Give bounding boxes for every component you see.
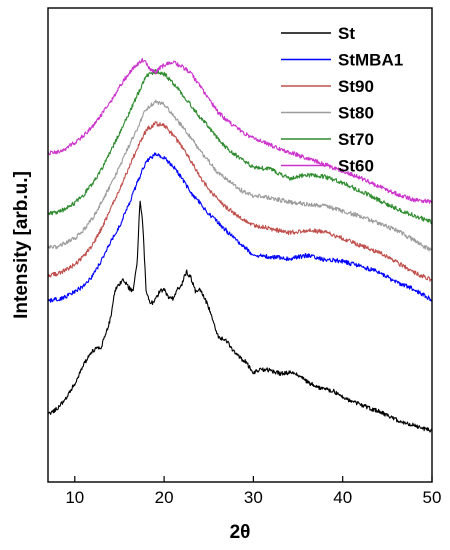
legend-label-st90: St90 [338,77,374,96]
series-line-st60 [47,57,433,204]
y-axis-title: Intensity [arb.u.] [11,171,32,319]
x-tick-label-20: 20 [155,488,174,507]
legend-label-st: St [338,24,355,43]
x-axis-ticks: 10 20 30 40 50 [65,476,441,507]
series-line-st70 [47,69,433,225]
legend-label-stmba1: StMBA1 [338,51,403,70]
x-tick-label-30: 30 [244,488,263,507]
legend-label-st60: St60 [338,157,374,176]
x-tick-label-10: 10 [65,488,84,507]
series-line-st80 [47,99,433,252]
plot-frame [47,7,433,483]
series-line-st [47,200,433,433]
legend-label-st70: St70 [338,130,374,149]
legend-label-st80: St80 [338,104,374,123]
x-tick-label-50: 50 [423,488,442,507]
series-layer [47,57,433,433]
x-axis-title: 2θ [230,522,251,543]
x-tick-label-40: 40 [333,488,352,507]
series-line-st90 [47,121,433,282]
series-line-stmba1 [47,152,432,303]
legend: St StMBA1 St90 St80 St70 St60 [281,24,403,176]
